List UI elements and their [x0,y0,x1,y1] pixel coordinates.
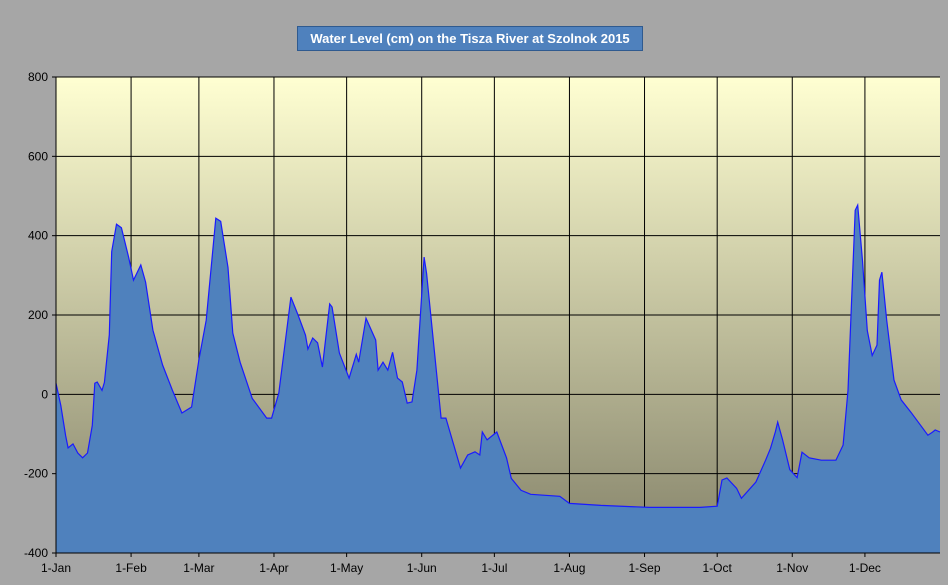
x-tick-label: 1-Dec [849,561,881,575]
x-tick-label: 1-Sep [629,561,661,575]
y-tick-label: 0 [41,387,48,401]
y-tick-label: -200 [24,467,48,481]
x-tick-label: 1-Oct [703,561,733,575]
y-tick-label: 400 [28,229,48,243]
x-tick-label: 1-Feb [115,561,147,575]
y-tick-label: 200 [28,308,48,322]
x-tick-label: 1-Jul [481,561,507,575]
x-tick-label: 1-Jun [407,561,437,575]
y-tick-label: -400 [24,546,48,560]
water-level-line [55,202,941,508]
x-tick-label: 1-May [330,561,363,575]
y-tick-label: 600 [28,149,48,163]
x-tick-label: 1-Aug [553,561,585,575]
x-tick-label: 1-Mar [183,561,214,575]
y-tick-label: 800 [28,70,48,84]
water-level-area [56,205,940,553]
x-tick-label: 1-Nov [776,561,808,575]
chart-title: Water Level (cm) on the Tisza River at S… [297,26,643,51]
x-tick-label: 1-Apr [259,561,288,575]
x-tick-label: 1-Jan [41,561,71,575]
